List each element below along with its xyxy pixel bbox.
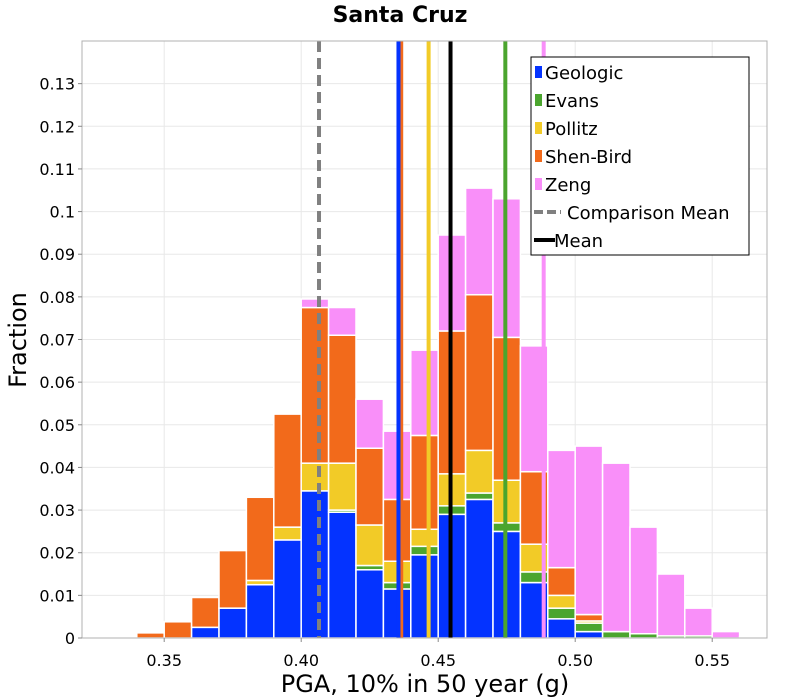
bar-geologic-bin-13 [464,498,494,639]
x-tick-label-4: 0.55 [694,651,730,670]
bar-shen-bird-bin-11 [410,434,439,531]
y-axis-ticks: 0 0.01 0.02 0.03 0.04 0.05 0.06 0.07 0.08 0.09 0.1… [39,75,82,648]
y-tick-label-10: 0.1 [50,203,75,222]
bar-shen-bird-bin-17 [574,613,604,622]
bar-zeng-bin-19 [629,526,659,635]
bar-zeng-bin-16 [547,449,576,569]
bar-zeng-bin-17 [574,445,604,616]
y-tick-label-11: 0.11 [39,160,75,179]
bar-evans-bin-18 [601,630,631,639]
bar-evans-bin-13 [464,492,494,501]
legend-label-geologic: Geologic [545,63,623,84]
bar-shen-bird-bin-6 [273,413,302,528]
y-tick-label-2: 0.02 [39,544,75,563]
bar-shen-bird-bin-8 [327,334,357,464]
bar-pollitz-bin-13 [464,449,494,494]
bar-geologic-bin-5 [245,583,275,639]
bar-geologic-bin-3 [190,626,220,639]
bar-zeng-bin-18 [601,462,631,633]
legend-swatch-geologic [535,66,542,78]
bar-zeng-bin-7 [300,298,330,309]
bar-shen-bird-bin-2 [163,621,193,639]
bar-evans-bin-11 [410,545,439,556]
y-tick-label-12: 0.12 [39,117,75,136]
y-tick-label-4: 0.04 [39,458,75,477]
legend-label-zeng: Zeng [545,175,591,196]
x-axis-ticks: 0.35 0.40 0.45 0.50 0.55 [146,638,730,670]
y-tick-label-9: 0.09 [39,245,75,264]
y-tick-label-3: 0.03 [39,501,75,520]
bar-geologic-bin-7 [300,490,330,639]
y-tick-label-7: 0.07 [39,331,75,350]
legend-swatch-evans [535,94,542,106]
bar-geologic-bin-9 [355,569,385,639]
x-axis-label: PGA, 10% in 50 year (g) [281,670,570,698]
bar-geologic-bin-17 [574,630,604,639]
legend-swatch-zeng [535,178,542,190]
legend-swatch-shen-bird [535,150,542,162]
bar-shen-bird-bin-9 [355,447,385,526]
legend-label-pollitz: Pollitz [545,119,598,140]
bar-zeng-bin-21 [684,607,713,637]
bar-shen-bird-bin-13 [464,293,494,452]
chart-title: Santa Cruz [333,3,468,28]
bar-pollitz-bin-16 [547,594,576,609]
legend-label-evans: Evans [545,91,599,112]
bar-pollitz-bin-6 [273,526,302,541]
y-tick-label-0: 0 [65,629,75,648]
bar-geologic-bin-6 [273,539,302,639]
legend: Geologic Evans Pollitz Shen-Bird Zeng Compari… [530,56,750,256]
bar-pollitz-bin-9 [355,524,385,567]
bar-pollitz-bin-7 [300,462,330,492]
legend-box [530,56,750,256]
legend-label-comparison-mean: Comparison Mean [567,203,730,224]
y-tick-label-5: 0.05 [39,416,75,435]
x-tick-label-2: 0.45 [420,651,456,670]
bar-shen-bird-bin-7 [300,306,330,464]
bar-shen-bird-bin-16 [547,566,576,597]
bar-pollitz-bin-8 [327,462,357,511]
bar-shen-bird-bin-4 [218,549,248,609]
bar-geologic-bin-8 [327,511,357,639]
bar-geologic-bin-11 [410,554,439,639]
bar-shen-bird-bin-5 [245,496,275,582]
bar-zeng-bin-22 [711,630,741,639]
bar-shen-bird-bin-3 [190,596,220,629]
bar-shen-bird-bin-1 [136,632,165,639]
x-tick-label-3: 0.50 [557,651,593,670]
bar-pollitz-bin-11 [410,528,439,548]
bar-zeng-bin-11 [410,349,439,437]
bar-geologic-bin-16 [547,618,576,639]
bar-zeng-bin-13 [464,187,494,296]
legend-label-shen-bird: Shen-Bird [545,147,632,168]
bars-group [108,187,768,639]
bar-zeng-bin-20 [656,573,686,637]
y-tick-label-6: 0.06 [39,373,75,392]
x-tick-label-0: 0.35 [146,651,182,670]
legend-label-mean: Mean [554,231,603,252]
bar-zeng-bin-8 [327,306,357,336]
y-axis-label: Fraction [4,292,32,388]
bar-evans-bin-17 [574,622,604,633]
bar-evans-bin-16 [547,607,576,620]
y-tick-label-13: 0.13 [39,75,75,94]
bar-geologic-bin-4 [218,607,248,639]
legend-swatch-pollitz [535,122,542,134]
bar-zeng-bin-9 [355,398,385,449]
y-tick-label-8: 0.08 [39,288,75,307]
y-tick-label-1: 0.01 [39,586,75,605]
x-tick-label-1: 0.40 [283,651,319,670]
